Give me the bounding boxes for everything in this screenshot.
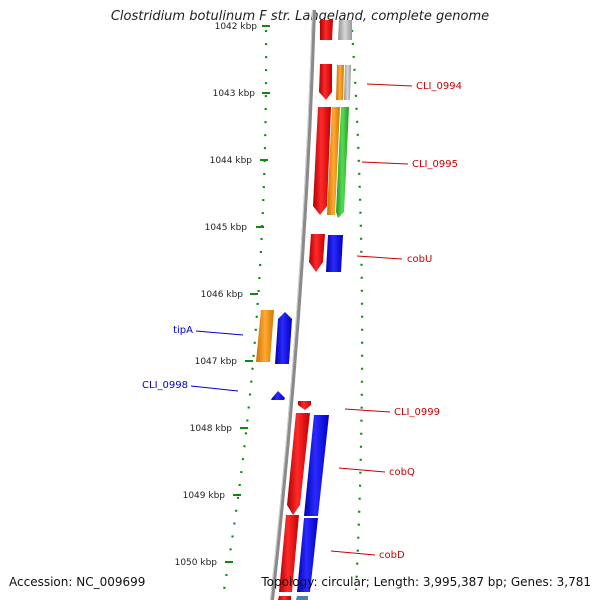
genome-backbone <box>270 9 316 600</box>
scale-tick-label: 1050 kbp <box>175 558 218 568</box>
gene-cobu-blue <box>326 235 343 272</box>
gene-orange-2 <box>327 107 340 215</box>
gene-label-text[interactable]: CLI_0998 <box>142 380 188 391</box>
inner-dotted-ring <box>222 29 268 591</box>
scale-tick-label: 1046 kbp <box>201 290 244 300</box>
scale-tick-1043: 1043 kbp <box>213 89 270 99</box>
genome-backbone-highlight <box>270 9 313 600</box>
gene-cli-0995 <box>313 107 331 215</box>
gene-label-text[interactable]: cobU <box>407 254 432 265</box>
gene-label-cli-0998[interactable]: CLI_0998 <box>142 380 239 392</box>
gene-partial-gray <box>338 20 352 40</box>
scale-tick-label: 1042 kbp <box>215 22 258 32</box>
scale-tick-label: 1045 kbp <box>205 223 248 233</box>
scale-tick-1050: 1050 kbp <box>175 558 233 568</box>
gene-cobd-blue <box>297 518 318 592</box>
gene-partial-red <box>320 20 333 40</box>
gene-label-cobq[interactable]: cobQ <box>338 467 415 478</box>
scale-tick-label: 1048 kbp <box>190 424 233 434</box>
gene-label-cobu[interactable]: cobU <box>356 254 432 265</box>
gene-label-text[interactable]: tipA <box>173 325 193 336</box>
gene-cobd-red <box>279 515 299 592</box>
genome-title: Clostridium botulinum F str. Langeland, … <box>110 9 490 24</box>
scale-tick-1048: 1048 kbp <box>190 424 248 434</box>
gene-cobu-red <box>309 234 325 272</box>
gene-tipa-blue <box>275 312 292 364</box>
accession-text: Accession: NC_009699 <box>9 575 146 589</box>
scale-tick-1046: 1046 kbp <box>201 290 258 300</box>
gene-green-1 <box>336 107 349 218</box>
scale-tick-label: 1047 kbp <box>195 357 238 367</box>
gene-label-text[interactable]: CLI_0995 <box>412 159 458 170</box>
gene-label-text[interactable]: cobQ <box>389 467 415 478</box>
scale-tick-1049: 1049 kbp <box>183 491 241 501</box>
gene-label-tipa[interactable]: tipA <box>173 325 244 336</box>
scale-tick-1042: 1042 kbp <box>215 22 270 32</box>
gene-label-cli-0995[interactable]: CLI_0995 <box>361 159 458 170</box>
scale-tick-label: 1049 kbp <box>183 491 226 501</box>
gene-cobq-blue <box>304 415 329 516</box>
gene-label-text[interactable]: cobD <box>379 550 405 561</box>
gene-bottom-partial-steel <box>296 596 308 600</box>
gene-cobq-red <box>287 413 310 515</box>
gene-cli-0999 <box>298 401 311 410</box>
gene-bottom-partial-red <box>278 596 291 600</box>
gene-gray-1 <box>344 65 351 100</box>
genome-summary-text: Topology: circular; Length: 3,995,387 bp… <box>261 575 591 589</box>
gene-orange-1 <box>336 65 344 100</box>
gene-cli-0998 <box>271 391 285 400</box>
gene-label-cli-0994[interactable]: CLI_0994 <box>366 81 462 92</box>
gene-label-cobd[interactable]: cobD <box>330 550 405 561</box>
gene-tipa-orange <box>256 310 274 362</box>
gene-label-cli-0999[interactable]: CLI_0999 <box>344 407 440 418</box>
gene-cli-0994 <box>319 64 332 100</box>
scale-tick-1045: 1045 kbp <box>205 223 264 233</box>
outer-dotted-ring <box>350 29 364 591</box>
scale-tick-label: 1044 kbp <box>210 156 253 166</box>
scale-tick-1044: 1044 kbp <box>210 156 268 166</box>
gene-label-text[interactable]: CLI_0999 <box>394 407 440 418</box>
gene-label-text[interactable]: CLI_0994 <box>416 81 462 92</box>
scale-tick-label: 1043 kbp <box>213 89 256 99</box>
scale-tick-1047: 1047 kbp <box>195 357 253 367</box>
